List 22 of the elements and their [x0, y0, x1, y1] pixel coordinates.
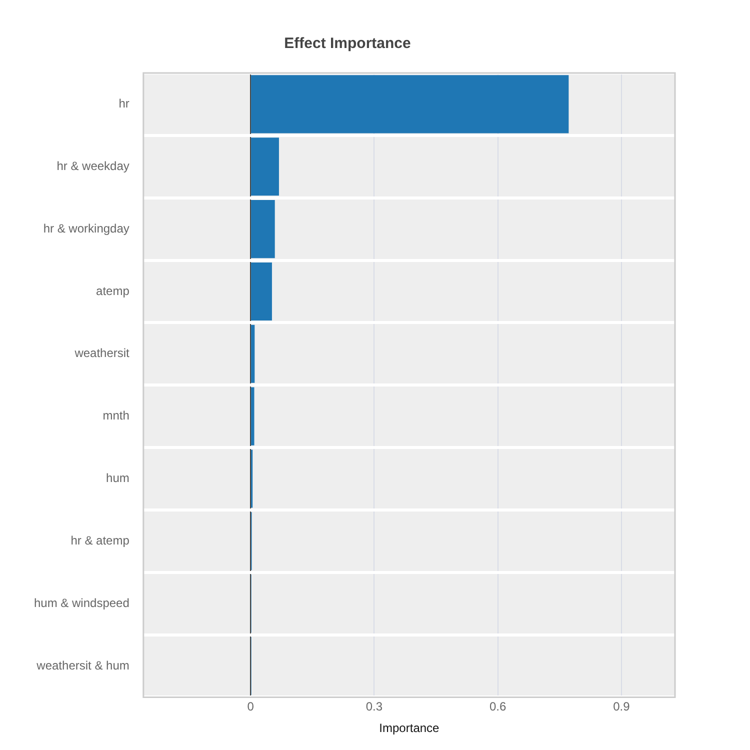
y-tick-label: hum & windspeed: [34, 596, 130, 610]
bar: [251, 262, 272, 320]
y-tick-label: atemp: [96, 284, 130, 298]
y-tick-label: hr & weekday: [56, 158, 130, 173]
y-tick-label: weathersit & hum: [36, 658, 130, 672]
x-tick-label: 0.9: [613, 700, 630, 714]
y-tick-label: hr & atemp: [70, 533, 130, 548]
x-axis-title: Importance: [379, 721, 440, 736]
y-tick-label: hum: [106, 471, 130, 486]
y-tick-label: hr & workingday: [43, 221, 130, 236]
bar: [251, 75, 569, 134]
x-tick-label: 0.3: [366, 700, 383, 714]
y-tick-label: mnth: [102, 408, 130, 423]
y-tick-label: weathersit: [74, 346, 130, 360]
bar: [251, 324, 255, 383]
bar: [251, 200, 275, 258]
bar: [251, 138, 279, 196]
x-tick-label: 0: [247, 700, 254, 714]
chart-title: Effect Importance: [284, 35, 411, 52]
bar: [251, 387, 254, 446]
y-tick-label: hr: [118, 96, 130, 111]
x-tick-label: 0.6: [489, 700, 506, 714]
